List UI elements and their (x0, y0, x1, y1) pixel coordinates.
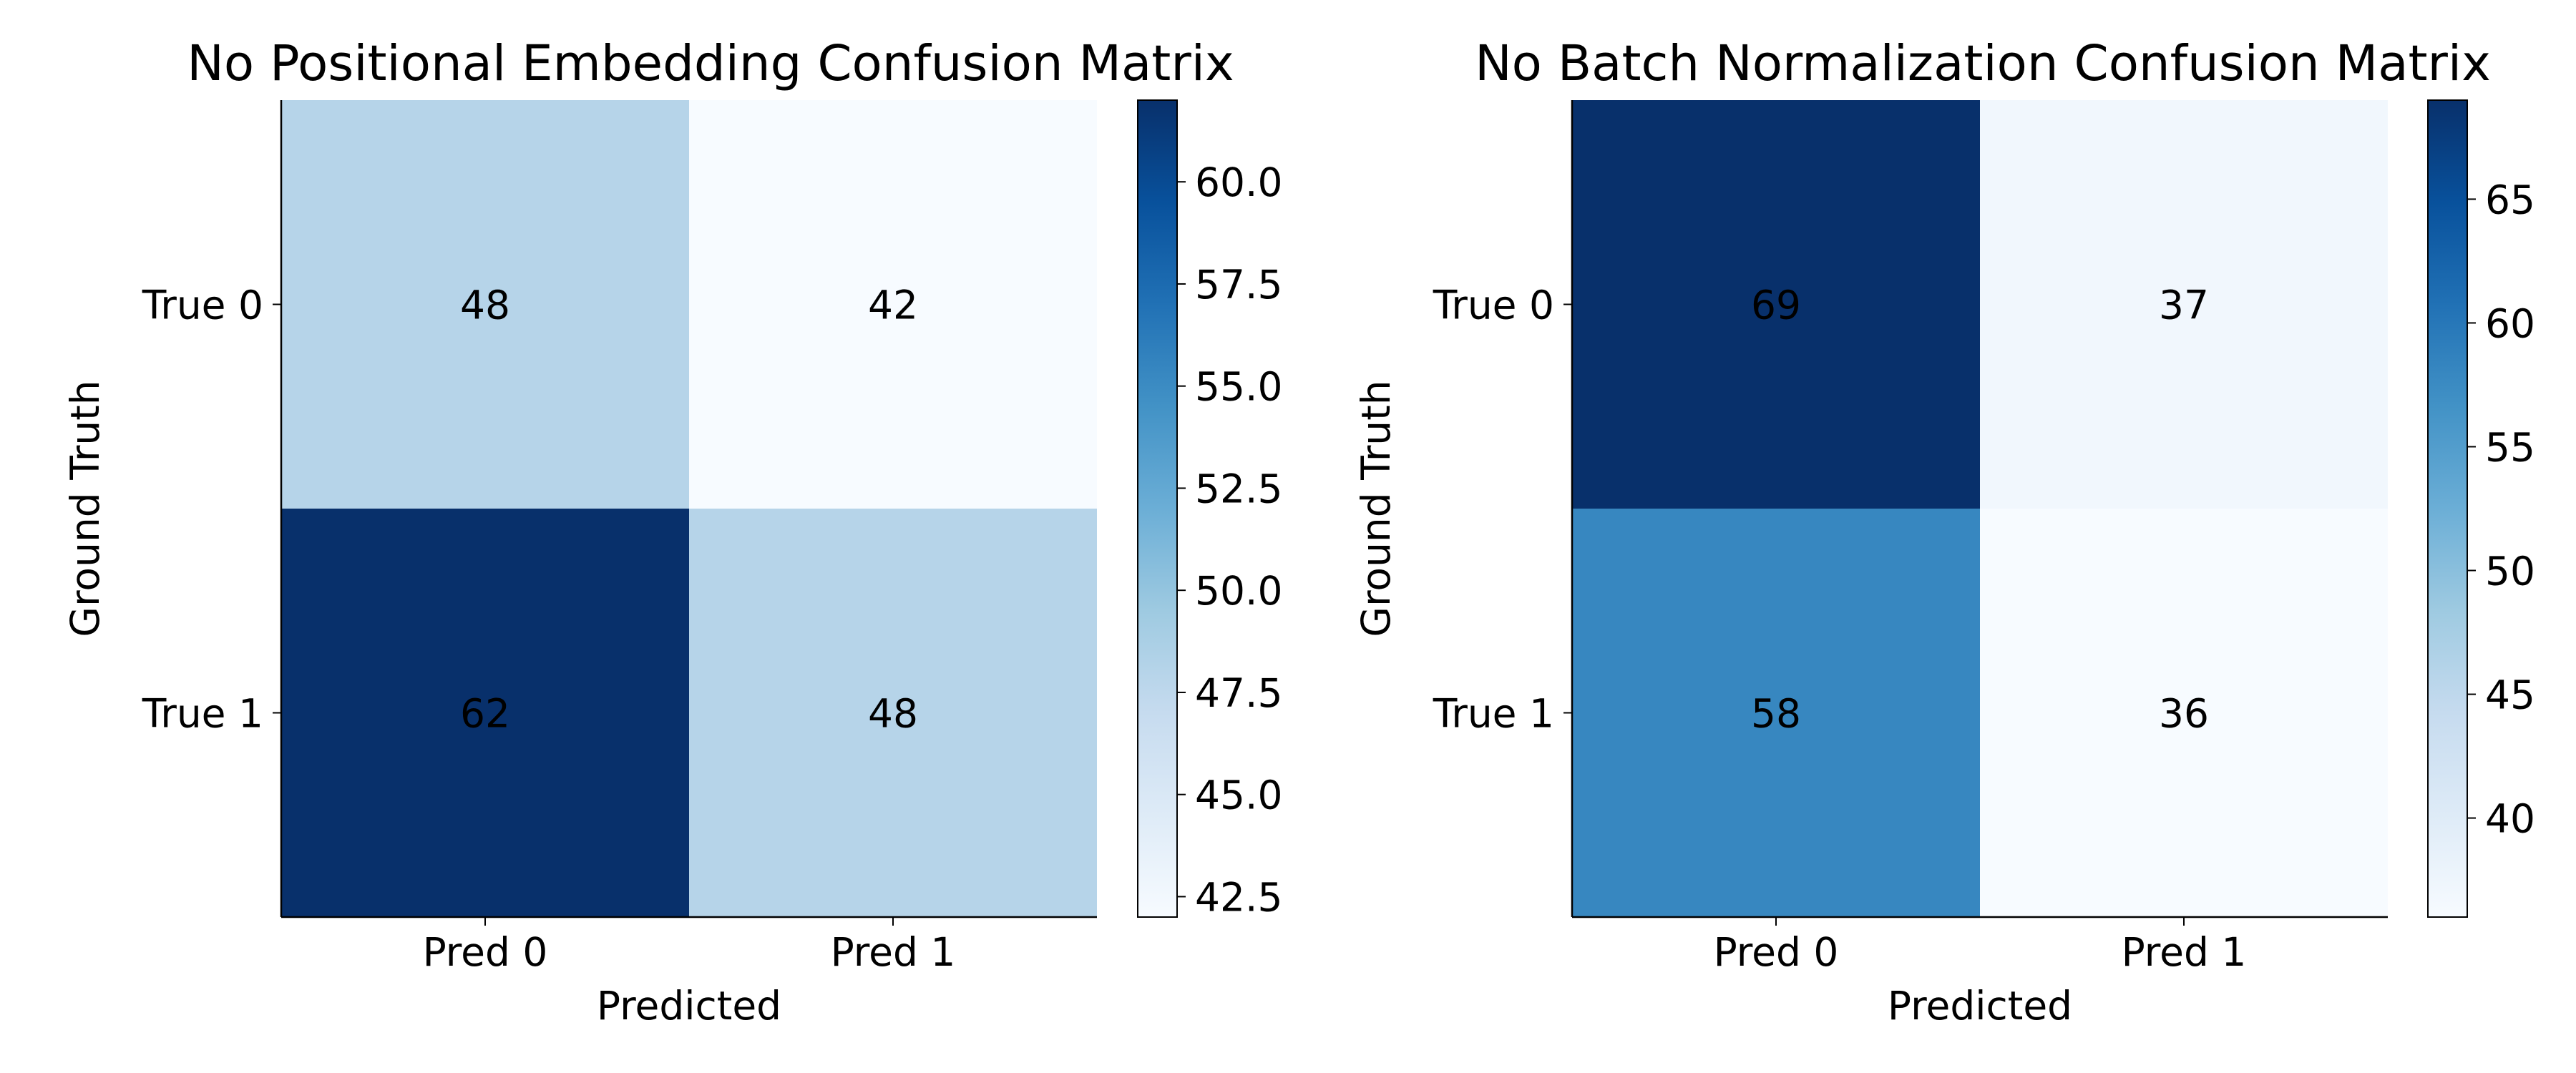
colorbar-tick-label: 60.0 (1195, 160, 1282, 205)
x-tick-label: Pred 1 (2122, 929, 2247, 975)
colorbar-tick-label: 55.0 (1195, 364, 1282, 410)
cell-value-label: 58 (1751, 691, 1801, 737)
colorbar-tick-label: 42.5 (1195, 874, 1282, 920)
colorbar-tick-label: 65 (2485, 177, 2535, 222)
heatmap-cell (1980, 100, 2388, 509)
heatmap-cell (689, 509, 1097, 917)
x-tick-label: Pred 0 (1714, 929, 1839, 975)
colorbar-tick-label: 40 (2485, 796, 2535, 842)
heatmap-cell (1572, 100, 1980, 509)
cell-value-label: 42 (868, 283, 918, 328)
heatmap-cell (1572, 509, 1980, 917)
colorbar-tick-label: 57.5 (1195, 262, 1282, 308)
cell-value-label: 62 (460, 691, 510, 737)
chart-title: No Batch Normalization Confusion Matrix (1475, 35, 2491, 92)
confusion-matrix-panel-2: 69 37 58 36 Pred 0 Pred 1 True 0 True 1 Predicte… (1353, 35, 2535, 1029)
colorbar-tick-label: 55 (2485, 424, 2535, 470)
cell-value-label: 37 (2159, 283, 2209, 328)
heatmap-cell (689, 100, 1097, 509)
y-tick-label: True 1 (1433, 691, 1554, 737)
cell-value-label: 48 (460, 283, 510, 328)
heatmap-cell (281, 509, 689, 917)
y-tick-label: True 0 (142, 283, 263, 328)
y-axis-label: Ground Truth (1353, 380, 1399, 637)
x-tick-label: Pred 0 (423, 929, 548, 975)
colorbar-tick-label: 45.0 (1195, 773, 1282, 818)
confusion-matrix-panel-1: 48 42 62 48 Pred 0 Pred 1 True 0 True 1 Predicte… (62, 35, 1282, 1029)
y-tick-label: True 0 (1433, 283, 1554, 328)
x-tick-label: Pred 1 (831, 929, 956, 975)
cell-value-label: 36 (2159, 691, 2209, 737)
colorbar (2427, 99, 2468, 918)
chart-title: No Positional Embedding Confusion Matrix (187, 35, 1234, 92)
colorbar-tick-label: 50 (2485, 549, 2535, 594)
colorbar-tick-label: 60 (2485, 300, 2535, 346)
heatmap-cell (1980, 509, 2388, 917)
colorbar-tick-label: 45 (2485, 672, 2535, 718)
colorbar-tick-label: 47.5 (1195, 670, 1282, 716)
cell-value-label: 48 (868, 691, 918, 737)
x-axis-label: Predicted (1888, 983, 2072, 1029)
colorbar (1137, 99, 1178, 918)
cell-value-label: 69 (1751, 283, 1801, 328)
colorbar-tick-label: 50.0 (1195, 568, 1282, 614)
heatmap-cell (281, 100, 689, 509)
y-tick-label: True 1 (142, 691, 263, 737)
x-axis-label: Predicted (597, 983, 781, 1029)
y-axis-label: Ground Truth (62, 380, 108, 637)
colorbar-tick-label: 52.5 (1195, 466, 1282, 511)
